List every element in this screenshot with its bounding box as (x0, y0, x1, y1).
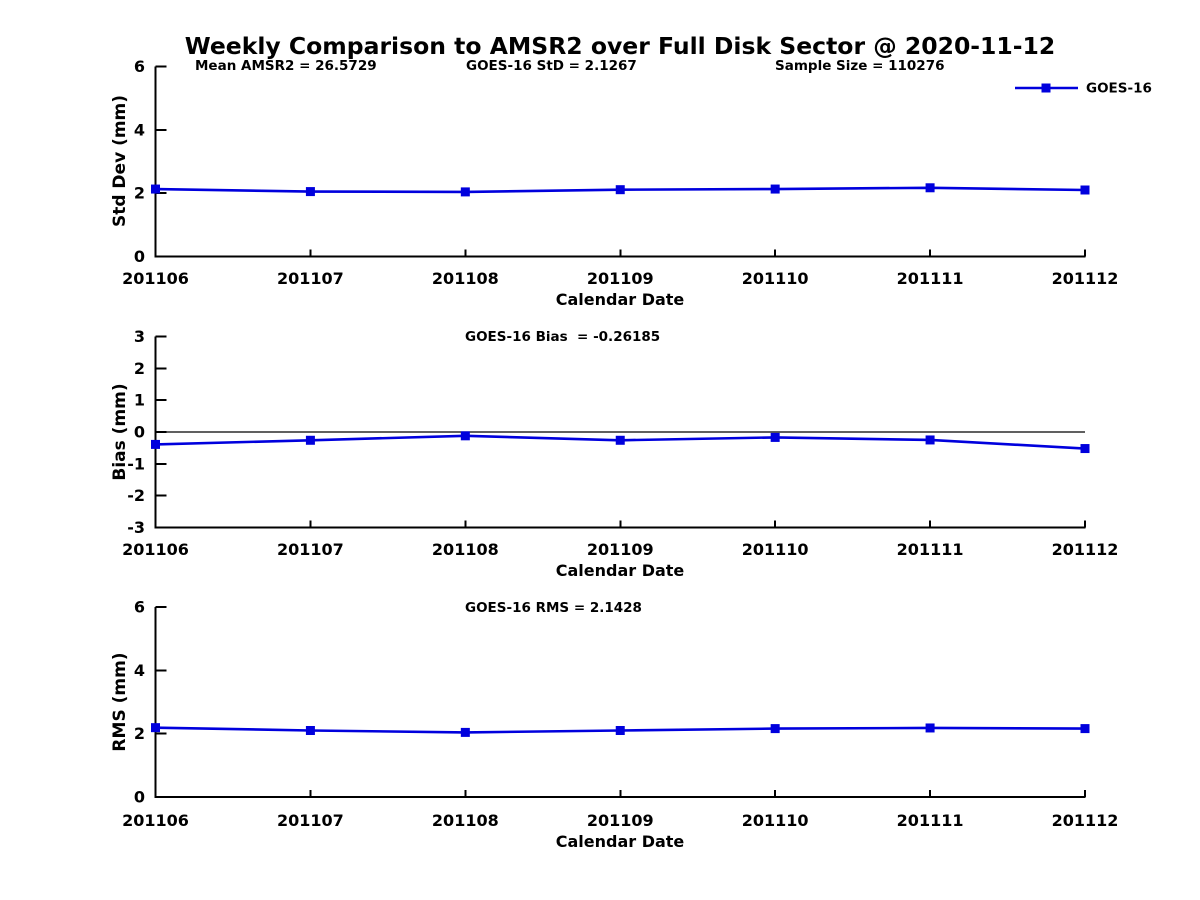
y-tick-label: 0 (134, 423, 145, 442)
y-axis-label-std-dev: Std Dev (mm) (110, 95, 130, 227)
data-point-marker (305, 187, 315, 197)
x-tick-label: 201112 (1052, 540, 1119, 559)
y-tick-label: 6 (134, 57, 145, 76)
legend: GOES-16 (1015, 81, 1152, 97)
data-point-marker (770, 184, 780, 194)
annotation-mean-amsr2: Mean AMSR2 = 26.5729 (195, 58, 377, 74)
data-point-marker (460, 727, 470, 737)
y-tick-label: 4 (134, 661, 145, 680)
data-point-marker (151, 723, 160, 733)
x-tick-label: 201109 (587, 811, 654, 830)
data-point-marker (925, 183, 935, 193)
x-tick-label: 201108 (432, 540, 499, 559)
data-point-marker (460, 431, 470, 441)
y-axis-label-rms: RMS (mm) (110, 652, 130, 751)
x-axis-title-top: Calendar Date (556, 290, 685, 309)
x-tick-label: 201107 (277, 540, 344, 559)
y-tick-label: 2 (134, 359, 145, 378)
y-tick-label: 0 (134, 247, 145, 266)
data-point-marker (1080, 444, 1090, 454)
data-point-marker (460, 187, 470, 197)
y-tick-label: -1 (127, 454, 145, 473)
figure-title: Weekly Comparison to AMSR2 over Full Dis… (185, 32, 1055, 60)
annotation-sample-size: Sample Size = 110276 (775, 58, 944, 74)
plots-group: 0 2 4 6 201106 201107 201108 201109 201110 201111… (122, 57, 1118, 830)
data-point-marker (1080, 724, 1090, 734)
x-tick-label: 201111 (897, 269, 964, 288)
y-tick-label: -3 (127, 518, 145, 537)
data-point-marker (305, 726, 315, 735)
x-tick-label: 201110 (742, 811, 809, 830)
y-tick-label: 2 (134, 184, 145, 203)
data-point-marker (770, 724, 780, 734)
data-point-marker (615, 726, 625, 735)
x-tick-label: 201112 (1052, 269, 1119, 288)
x-tick-label: 201111 (897, 811, 964, 830)
x-tick-label: 201106 (122, 811, 189, 830)
y-tick-label: 3 (134, 327, 145, 346)
annotation-goes16-std: GOES-16 StD = 2.1267 (466, 58, 637, 74)
legend-label: GOES-16 (1086, 81, 1152, 97)
x-tick-label: 201108 (432, 269, 499, 288)
x-tick-label: 201109 (587, 269, 654, 288)
x-axis-title-middle: Calendar Date (556, 561, 685, 580)
data-point-marker (770, 432, 780, 442)
y-tick-label: 6 (134, 598, 145, 617)
data-point-marker (151, 439, 160, 449)
data-point-marker (615, 435, 625, 445)
x-tick-label: 201108 (432, 811, 499, 830)
x-tick-label: 201107 (277, 269, 344, 288)
data-point-marker (925, 435, 935, 445)
x-tick-label: 201112 (1052, 811, 1119, 830)
x-tick-label: 201109 (587, 540, 654, 559)
annotation-goes16-bias: GOES-16 Bias = -0.26185 (465, 329, 660, 345)
x-axis-title-bottom: Calendar Date (556, 832, 685, 851)
x-tick-label: 201110 (742, 269, 809, 288)
data-point-marker (925, 723, 935, 733)
legend-square-marker-icon (1041, 83, 1051, 93)
x-tick-label: 201110 (742, 540, 809, 559)
y-tick-label: -2 (127, 486, 145, 505)
data-point-marker (151, 184, 160, 194)
y-tick-label: 2 (134, 724, 145, 743)
x-tick-label: 201106 (122, 540, 189, 559)
x-tick-label: 201107 (277, 811, 344, 830)
y-tick-label: 4 (134, 120, 145, 139)
data-point-marker (1080, 185, 1090, 195)
annotation-goes16-rms: GOES-16 RMS = 2.1428 (465, 600, 642, 616)
data-point-marker (305, 435, 315, 445)
y-tick-label: 1 (134, 391, 145, 410)
data-point-marker (615, 185, 625, 195)
x-tick-label: 201111 (897, 540, 964, 559)
x-tick-label: 201106 (122, 269, 189, 288)
y-axis-label-bias: Bias (mm) (110, 383, 130, 480)
y-tick-label: 0 (134, 788, 145, 807)
